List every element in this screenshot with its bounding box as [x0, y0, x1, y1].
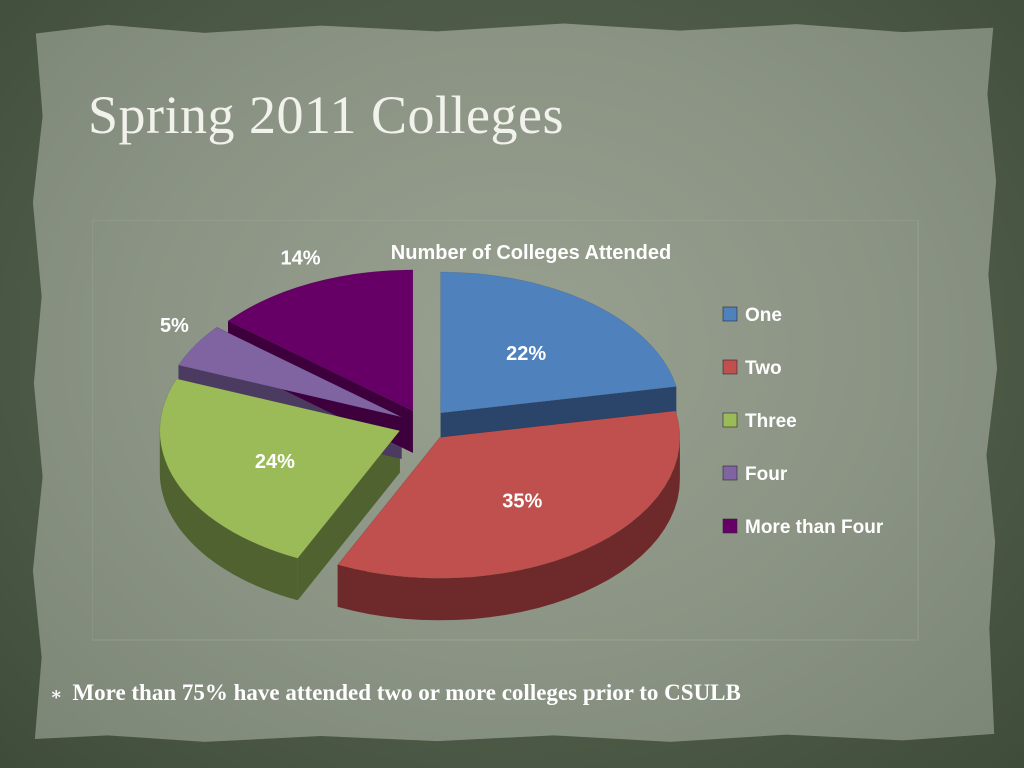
slice-four [178, 326, 402, 418]
chart-area: Number of Colleges Attended 22% 35% 24% 5% 1… [91, 219, 922, 650]
legend-label-two: Two [745, 358, 782, 379]
legend-swatch-four [722, 465, 738, 481]
bullet-icon: ∗ [50, 684, 63, 704]
chart-frame [91, 219, 919, 641]
pie-chart: Number of Colleges Attended 22% 35% 24% 5% 1… [91, 219, 919, 641]
footnote-text: More than 75% have attended two or more … [72, 680, 741, 705]
slice-three [159, 378, 401, 559]
legend-swatch-one [722, 306, 738, 322]
legend: One Two Three Four More than Four [722, 305, 884, 538]
data-label-one: 22% [506, 343, 546, 365]
data-label-four: 5% [160, 315, 189, 337]
legend-swatch-three [722, 412, 738, 428]
legend-label-four: Four [745, 464, 788, 485]
slice-one [440, 271, 677, 414]
data-label-more-than-four: 14% [280, 248, 320, 270]
legend-label-more-than-four: More than Four [745, 517, 884, 538]
slice-more-than-four [227, 269, 414, 412]
slice-two [337, 410, 681, 579]
chart-title: Number of Colleges Attended [391, 242, 671, 264]
legend-swatch-more-than-four [722, 518, 738, 534]
legend-label-three: Three [745, 411, 797, 432]
slide-title: Spring 2011 Colleges [88, 85, 564, 145]
slice-side-three-start [297, 430, 400, 601]
slice-wall-three [159, 430, 298, 601]
legend-swatch-two [722, 359, 738, 375]
legend-label-one: One [745, 305, 782, 326]
footnote: ∗ More than 75% have attended two or more… [50, 680, 741, 706]
pie-slices [159, 269, 681, 621]
data-label-three: 24% [255, 451, 295, 473]
data-label-two: 35% [502, 491, 542, 513]
data-labels: 22% 35% 24% 5% 14% [160, 248, 546, 513]
slice-wall-two [337, 437, 680, 621]
